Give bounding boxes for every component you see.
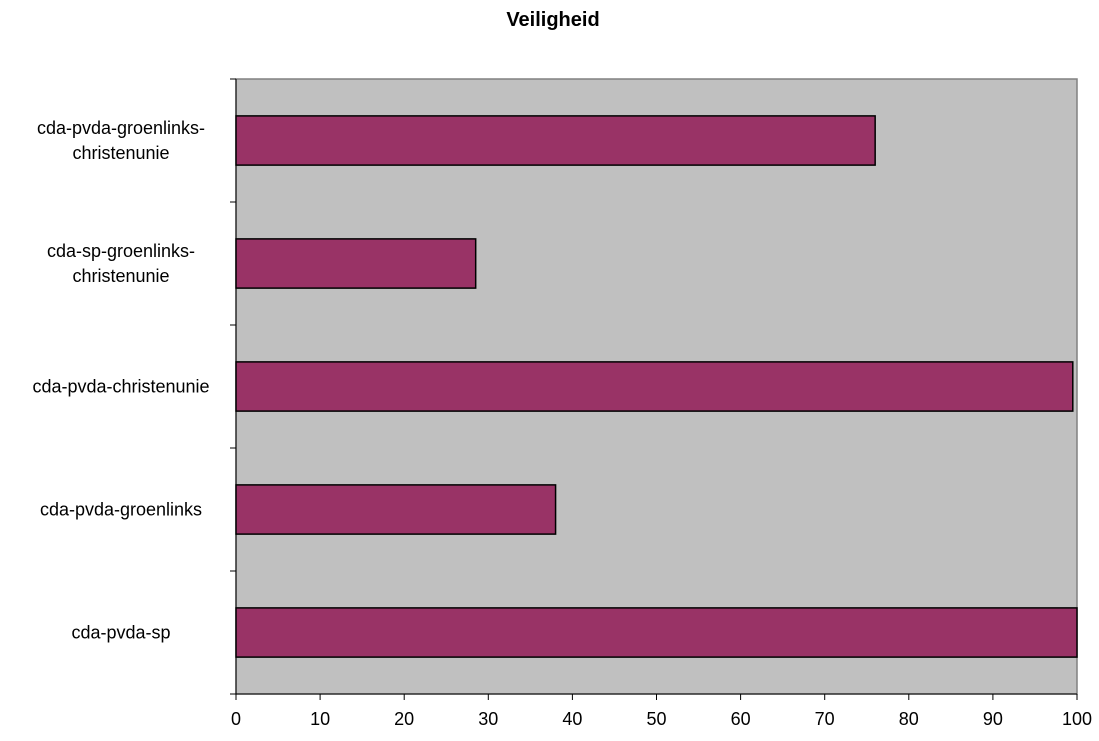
y-category-label-line: christenunie: [72, 143, 169, 163]
y-category-label-line: cda-pvda-groenlinks: [40, 500, 202, 520]
bar: [235, 484, 557, 535]
y-category-label: cda-sp-groenlinks-christenunie: [47, 241, 195, 286]
x-tick-label: 0: [231, 709, 241, 729]
x-tick-label: 90: [983, 709, 1003, 729]
x-tick-label: 80: [899, 709, 919, 729]
y-category-label: cda-pvda-groenlinks: [40, 500, 202, 520]
y-category-label-line: cda-pvda-groenlinks-: [37, 118, 205, 138]
bar: [235, 607, 1078, 658]
x-tick-label: 100: [1062, 709, 1092, 729]
x-tick-label: 10: [310, 709, 330, 729]
chart-title: Veiligheid: [506, 9, 599, 31]
bars-layer: [235, 115, 1078, 658]
bar: [235, 361, 1074, 412]
y-category-label: cda-pvda-christenunie: [32, 377, 209, 397]
x-tick-label: 50: [646, 709, 666, 729]
x-tick-label: 70: [815, 709, 835, 729]
y-category-label-line: cda-sp-groenlinks-: [47, 241, 195, 261]
x-tick-label: 60: [731, 709, 751, 729]
y-category-label-line: christenunie: [72, 266, 169, 286]
y-category-label: cda-pvda-groenlinks-christenunie: [37, 118, 205, 163]
axes-layer: [230, 78, 1078, 700]
y-category-label-line: cda-pvda-christenunie: [32, 377, 209, 397]
bar: [235, 115, 876, 166]
x-tick-label: 20: [394, 709, 414, 729]
x-tick-label: 30: [478, 709, 498, 729]
bar: [235, 238, 477, 289]
y-category-label: cda-pvda-sp: [71, 623, 170, 643]
x-tick-label: 40: [562, 709, 582, 729]
y-category-label-line: cda-pvda-sp: [71, 623, 170, 643]
labels-layer: 0 10 20 30 40 50 60 70 80 90 100 cda-pvda-groenlink…: [32, 118, 1092, 729]
